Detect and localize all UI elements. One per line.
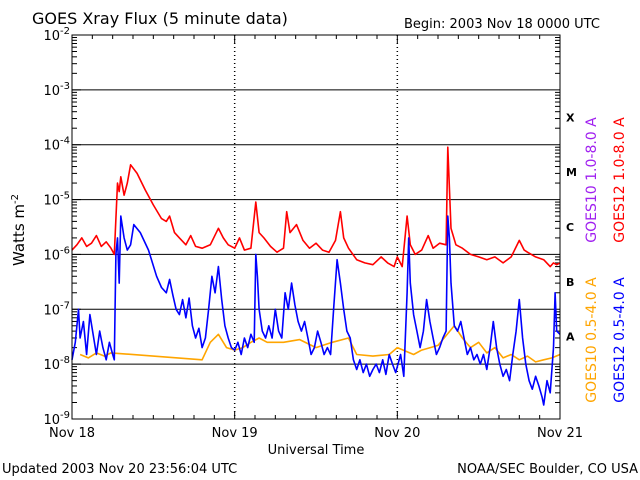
y-tick-label: 10-9 xyxy=(43,410,70,428)
legend-entry-4: GOES12 0.5-4.0 A xyxy=(612,277,628,403)
axis-ticks xyxy=(71,35,561,420)
source-text: NOAA/SEC Boulder, CO USA xyxy=(457,462,638,477)
y-tick-label: 10-6 xyxy=(43,245,70,263)
x-axis-label: Universal Time xyxy=(268,443,365,458)
y-tick-label-base: 10 xyxy=(43,84,60,99)
y-tick-label-exponent: -4 xyxy=(60,136,70,147)
flare-class-a: A xyxy=(566,331,575,344)
y-tick-label-base: 10 xyxy=(43,303,60,318)
y-tick-label-exponent: -7 xyxy=(60,300,70,311)
flare-class-c: C xyxy=(566,221,574,234)
flare-class-b: B xyxy=(566,276,574,289)
y-tick-label: 10-5 xyxy=(43,191,70,209)
y-tick-label-base: 10 xyxy=(43,139,60,154)
y-tick-label-base: 10 xyxy=(43,248,60,263)
flare-class-x: X xyxy=(566,111,575,124)
legend-entry-3: GOES10 0.5-4.0 A xyxy=(584,277,600,403)
begin-label: Begin: 2003 Nov 18 0000 UTC xyxy=(404,17,600,32)
flare-class-m: M xyxy=(566,166,577,179)
x-tick-labels: Nov 18 Nov 19 Nov 20 Nov 21 xyxy=(49,426,583,441)
legend-entry-2: GOES12 1.0-8.0 A xyxy=(612,117,628,243)
y-tick-label: 10-8 xyxy=(43,355,70,373)
flare-class-labels: X M C B A xyxy=(566,111,577,343)
y-axis-label-sup: -2 xyxy=(10,194,21,204)
y-tick-label-exponent: -9 xyxy=(60,410,70,421)
y-axis-label-text: Watts m xyxy=(10,204,28,266)
chart-title: GOES Xray Flux (5 minute data) xyxy=(32,9,288,28)
x-tick-label: Nov 20 xyxy=(374,426,420,441)
series-line-2 xyxy=(79,325,561,363)
y-tick-labels: 10-210-310-410-510-610-710-810-9 xyxy=(43,26,70,428)
y-tick-label-exponent: -6 xyxy=(60,245,70,256)
y-tick-label-exponent: -8 xyxy=(60,355,70,366)
y-axis-label: Watts m-2 xyxy=(10,194,28,266)
plot-frame xyxy=(71,34,561,420)
y-tick-label-exponent: -3 xyxy=(60,81,70,92)
y-tick-label-base: 10 xyxy=(43,194,60,209)
y-tick-label-exponent: -2 xyxy=(60,26,70,37)
y-tick-label: 10-2 xyxy=(43,26,70,44)
y-tick-label-exponent: -5 xyxy=(60,191,70,202)
legend: GOES10 1.0-8.0 A GOES12 1.0-8.0 A GOES10 0… xyxy=(584,117,628,403)
x-tick-label: Nov 21 xyxy=(537,426,583,441)
y-tick-label: 10-4 xyxy=(43,136,70,154)
series-layer xyxy=(71,146,561,406)
y-tick-label: 10-3 xyxy=(43,81,70,99)
legend-entry-1: GOES10 1.0-8.0 A xyxy=(584,117,600,243)
updated-text: Updated 2003 Nov 20 23:56:04 UTC xyxy=(2,462,237,477)
y-tick-label-base: 10 xyxy=(43,29,60,44)
series-line-3 xyxy=(71,215,561,406)
grid-lines xyxy=(72,35,560,419)
x-tick-label: Nov 18 xyxy=(49,426,95,441)
y-tick-label-base: 10 xyxy=(43,358,60,373)
y-tick-label: 10-7 xyxy=(43,300,70,318)
y-tick-label-base: 10 xyxy=(43,413,60,428)
series-line-1 xyxy=(71,146,561,268)
x-tick-label: Nov 19 xyxy=(212,426,258,441)
